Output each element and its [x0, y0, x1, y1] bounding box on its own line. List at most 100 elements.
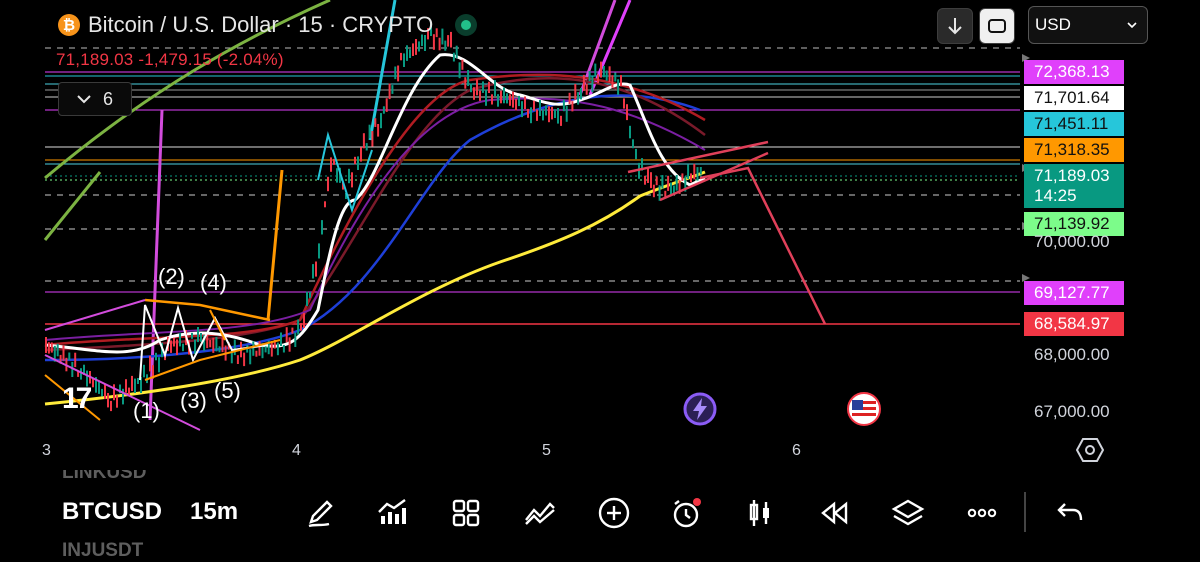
down-arrow-icon: [948, 18, 962, 35]
candle-up: [56, 343, 59, 357]
candle-up: [382, 106, 385, 114]
candle-up: [614, 72, 617, 82]
alert-icon: [673, 498, 701, 528]
candle-up: [452, 52, 455, 62]
candle-up: [632, 139, 634, 149]
candle-up: [658, 185, 661, 201]
wave-label-1: (1): [133, 398, 160, 423]
indicators-button[interactable]: [372, 496, 412, 530]
candle-up: [83, 364, 85, 375]
candle-up: [191, 332, 193, 339]
symbol-header[interactable]: ₿ Bitcoin / U.S. Dollar · 15 · CRYPTO: [58, 12, 478, 38]
replay-icon: [821, 501, 848, 525]
candle-down: [212, 337, 215, 353]
candle-down: [574, 83, 577, 100]
price-label-72368: 72,368.13: [1024, 60, 1124, 84]
download-button[interactable]: [937, 8, 973, 44]
compare-button[interactable]: [520, 496, 560, 530]
layers-button[interactable]: [888, 496, 928, 530]
candle-up: [605, 70, 608, 81]
candle-up: [418, 41, 420, 52]
candle-down: [571, 101, 574, 112]
indicators-toggle[interactable]: 6: [58, 82, 132, 116]
add-icon: [598, 497, 630, 529]
us-flag-icon[interactable]: [846, 391, 882, 427]
candle-up: [617, 79, 620, 95]
candle-up: [545, 105, 547, 116]
currency-select[interactable]: USD: [1028, 6, 1148, 44]
candle-down: [412, 43, 414, 56]
candle-up: [554, 109, 556, 118]
candle-up: [687, 164, 690, 179]
candle-up: [280, 332, 282, 346]
candle-down: [488, 81, 490, 93]
candle-down: [110, 400, 112, 412]
price-chart-canvas[interactable]: [0, 0, 1200, 470]
templates-button[interactable]: [446, 496, 486, 530]
candle-down: [597, 74, 600, 84]
candle-up: [309, 291, 311, 298]
candle-down: [324, 201, 326, 208]
candle-down: [626, 104, 628, 121]
market-status-icon[interactable]: [455, 14, 478, 36]
candle-down: [611, 75, 614, 88]
timeframe-button[interactable]: 15m: [190, 498, 239, 525]
price-label-68584: 68,584.97: [1024, 312, 1124, 336]
candle-up: [294, 332, 297, 347]
candle-down: [690, 173, 692, 183]
draw-button[interactable]: [300, 496, 340, 530]
candle-down: [568, 92, 571, 105]
replay-button[interactable]: [814, 496, 854, 530]
candle-down: [258, 341, 261, 356]
chart-type-icon: [749, 500, 769, 526]
candle-down: [209, 339, 212, 348]
horizontal-levels: [45, 47, 1020, 325]
candle-down: [415, 39, 417, 55]
candle-up: [276, 342, 279, 356]
chart-type-button[interactable]: [740, 496, 780, 530]
candle-countdown: 14:25: [1034, 186, 1077, 205]
candle-up: [409, 49, 411, 58]
candle-up: [394, 66, 397, 80]
candle-up: [470, 83, 472, 93]
bitcoin-icon: ₿: [58, 14, 80, 36]
price-label-71318: 71,318.35: [1024, 138, 1124, 162]
fullscreen-button[interactable]: [979, 8, 1015, 44]
candle-up: [357, 156, 359, 170]
symbol-title: Bitcoin / U.S. Dollar · 15 · CRYPTO: [88, 12, 434, 37]
candle-up: [629, 125, 631, 139]
symbol-button[interactable]: BTCUSD: [62, 498, 162, 525]
candle-down: [236, 355, 239, 364]
candle-down: [221, 337, 224, 353]
price-label-71701: 71,701.64: [1024, 86, 1124, 110]
candle-down: [377, 124, 380, 137]
candle-up: [594, 63, 597, 77]
candle-down: [351, 172, 353, 188]
more-button[interactable]: [962, 496, 1002, 530]
chevron-down-icon: [77, 95, 91, 104]
add-button[interactable]: [594, 496, 634, 530]
candle-down: [464, 77, 467, 89]
candle-up: [336, 168, 338, 183]
candle-up: [143, 364, 145, 378]
compare-icon: [525, 502, 555, 525]
undo-button[interactable]: [1050, 496, 1090, 530]
candle-down: [255, 350, 258, 357]
candle-down: [681, 173, 684, 181]
candle-down: [533, 100, 535, 111]
alert-button[interactable]: [666, 496, 706, 530]
candle-down: [397, 65, 400, 82]
candle-down: [59, 354, 62, 364]
candle-up: [588, 71, 591, 82]
candle-up: [441, 28, 444, 45]
candle-up: [80, 368, 82, 380]
candle-down: [74, 352, 77, 368]
candle-down: [300, 323, 302, 331]
lightning-event-icon[interactable]: [682, 391, 718, 427]
chart-settings-icon[interactable]: [1076, 436, 1104, 464]
candle-up: [318, 243, 320, 259]
candle-up: [391, 85, 394, 94]
candle-down: [273, 339, 276, 349]
candle-down: [362, 133, 365, 149]
candle-down: [206, 334, 209, 349]
